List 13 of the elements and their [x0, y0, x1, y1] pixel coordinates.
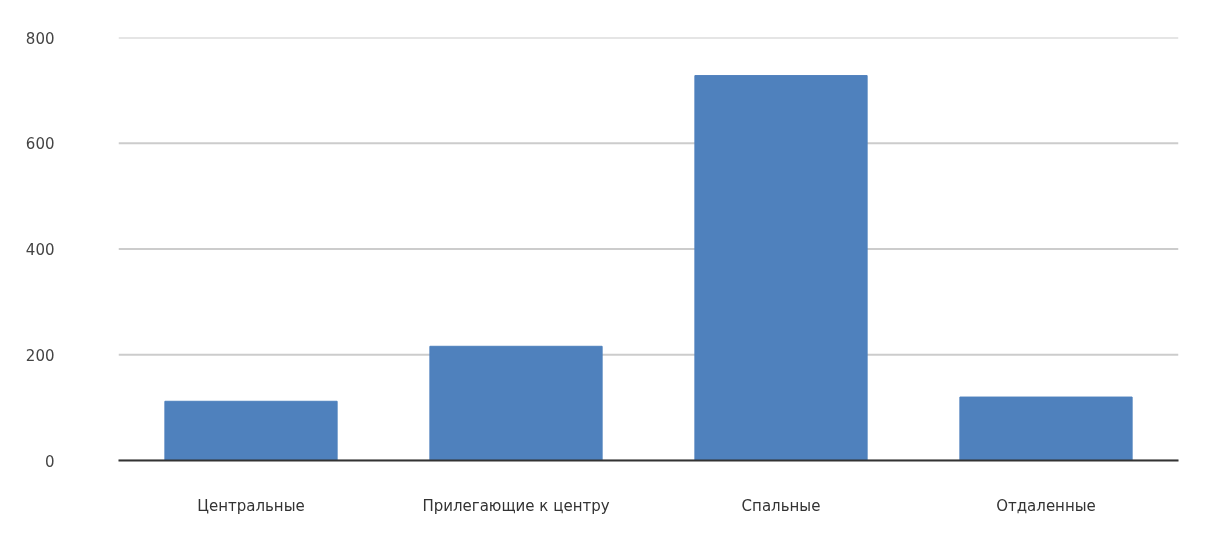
x-tick-label: Центральные: [197, 496, 305, 515]
x-tick-label: Отдаленные: [996, 496, 1096, 515]
y-tick-label: 600: [25, 135, 55, 154]
bar: [959, 396, 1133, 461]
x-tick-label: Спальные: [741, 496, 821, 515]
y-tick-label: 400: [25, 241, 55, 259]
bar: [429, 345, 603, 461]
y-tick-label: 200: [25, 346, 55, 365]
bar: [694, 75, 868, 461]
x-tick-label: Прилегающие к центру: [422, 496, 610, 515]
y-tick-label: 0: [44, 452, 55, 471]
y-tick-label: 800: [25, 29, 55, 48]
bar: [164, 400, 338, 461]
